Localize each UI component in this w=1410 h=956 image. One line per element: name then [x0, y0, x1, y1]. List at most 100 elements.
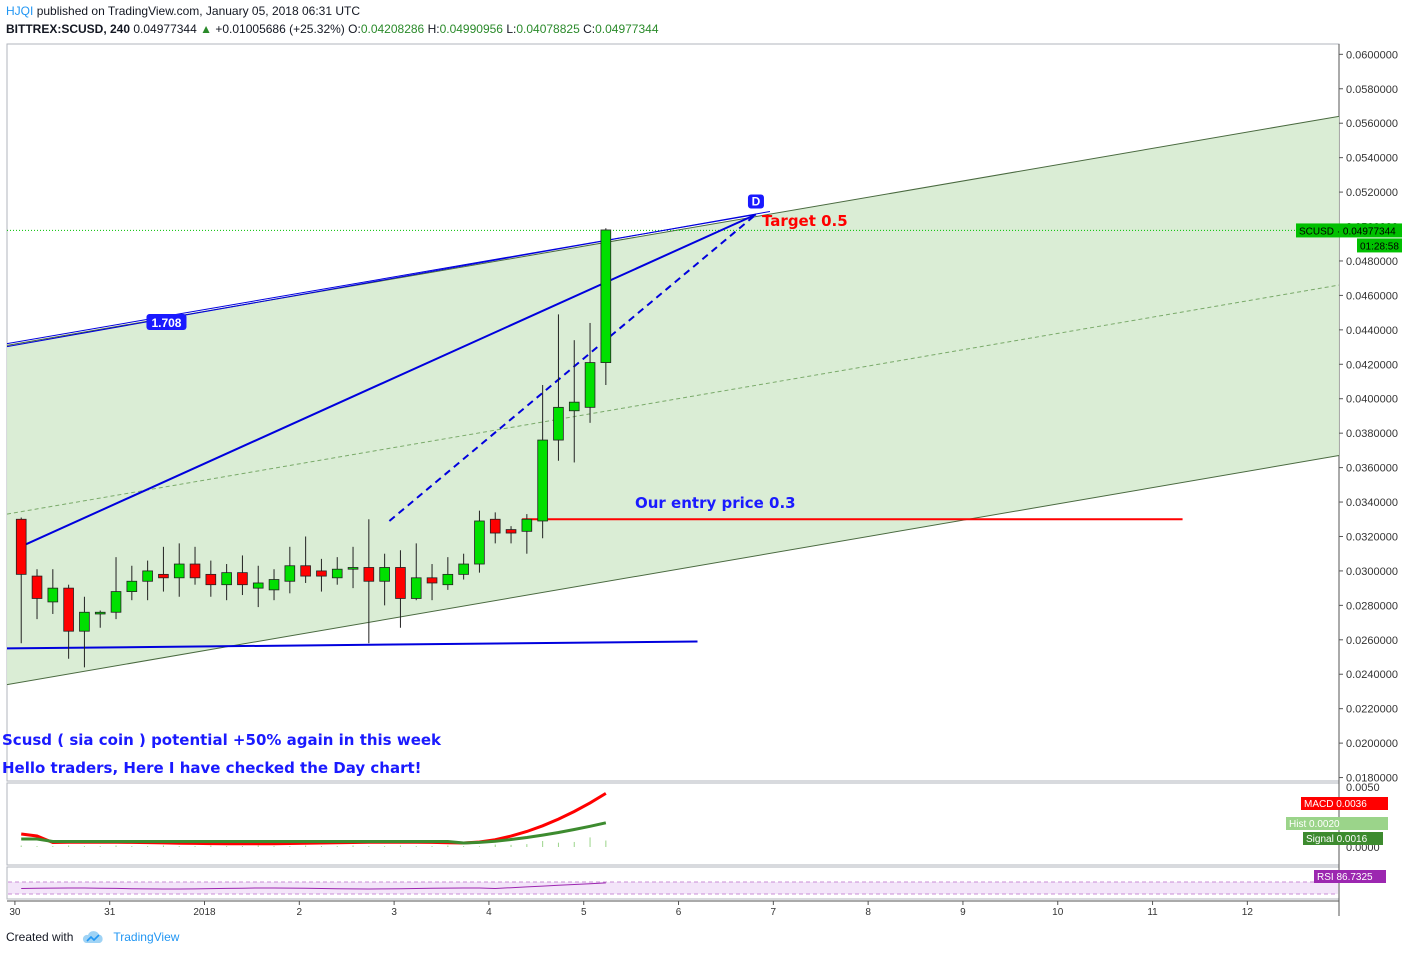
- candle-body[interactable]: [31, 575, 43, 599]
- annotation-subtitle[interactable]: Hello traders, Here I have checked the D…: [2, 759, 421, 777]
- candle-body[interactable]: [173, 563, 185, 579]
- candle-body[interactable]: [252, 582, 264, 589]
- histogram-badge: [1286, 817, 1388, 830]
- candle-body[interactable]: [142, 570, 153, 582]
- candle-body[interactable]: [395, 567, 406, 599]
- rsi-line[interactable]: [21, 882, 606, 890]
- price-tick-label: 0.0580000: [1346, 84, 1398, 96]
- candle-body[interactable]: [94, 611, 106, 615]
- time-tick-label: 2018: [193, 907, 216, 918]
- last-price-badge[interactable]: [1296, 223, 1402, 238]
- candle-body[interactable]: [79, 611, 90, 632]
- candle-body[interactable]: [474, 520, 485, 565]
- candle-body[interactable]: [537, 439, 548, 522]
- candle-body[interactable]: [284, 565, 296, 582]
- publish-text: published on TradingView.com, January 05…: [36, 4, 361, 18]
- author-name[interactable]: HJQI: [6, 4, 34, 18]
- candle-body[interactable]: [458, 563, 469, 575]
- price-tick-label: 0.0300000: [1346, 566, 1398, 578]
- price-tick-label: 0.0380000: [1346, 428, 1398, 440]
- candle-body[interactable]: [268, 579, 280, 591]
- candle-body[interactable]: [316, 570, 327, 577]
- candle-body[interactable]: [363, 567, 375, 582]
- price-chart[interactable]: 0.0600000 0.0580000 0.0560000 0.0540000 0.05…: [0, 0, 1410, 925]
- candle-body[interactable]: [347, 567, 359, 570]
- rsi-badge-text: RSI 86.7325: [1317, 872, 1373, 883]
- footer: Created with TradingView: [6, 930, 179, 944]
- candle-body[interactable]: [505, 529, 517, 534]
- high-value: 0.04990956: [439, 22, 503, 36]
- support-line[interactable]: [7, 640, 698, 650]
- tradingview-cloud-icon: [83, 931, 103, 943]
- time-tick-label: 9: [960, 907, 966, 918]
- created-with-text: Created with: [6, 930, 74, 944]
- tradingview-link[interactable]: TradingView: [113, 930, 180, 944]
- candle-body[interactable]: [15, 518, 27, 575]
- annotation-target[interactable]: Target 0.5: [762, 212, 848, 230]
- macd-pane[interactable]: [6, 782, 1340, 866]
- macd-badge: [1301, 797, 1388, 810]
- candle-body[interactable]: [63, 587, 74, 632]
- candle-body[interactable]: [410, 577, 422, 599]
- symbol-label[interactable]: BITTREX:SCUSD, 240: [6, 22, 131, 36]
- candle-body[interactable]: [584, 362, 596, 408]
- price-tick-label: 0.0180000: [1346, 773, 1398, 785]
- candle-body[interactable]: [379, 567, 390, 582]
- candle-body[interactable]: [489, 518, 501, 534]
- candle-body[interactable]: [300, 565, 311, 577]
- publish-info: HJQI published on TradingView.com, Janua…: [6, 4, 360, 18]
- candle-body[interactable]: [110, 591, 122, 613]
- price-tick-label: 0.0520000: [1346, 187, 1398, 199]
- pattern-leg-xd-outer[interactable]: [7, 210, 771, 348]
- price-tick-label: 0.0200000: [1346, 738, 1398, 750]
- price-tick-label: 0.0360000: [1346, 463, 1398, 475]
- annotation-entry[interactable]: Our entry price 0.3: [635, 494, 796, 512]
- time-tick-label: 5: [581, 907, 587, 918]
- ohlc-legend: BITTREX:SCUSD, 240 0.04977344 ▲ +0.01005…: [6, 22, 659, 36]
- candle-body[interactable]: [331, 568, 343, 579]
- annotation-title[interactable]: Scusd ( sia coin ) potential +50% again …: [2, 731, 442, 749]
- price-tick-label: 0.0460000: [1346, 290, 1398, 302]
- candle-body[interactable]: [126, 580, 138, 592]
- signal-badge-text: Signal 0.0016: [1306, 834, 1368, 845]
- candle-body[interactable]: [47, 587, 59, 603]
- point-d-label: D: [752, 194, 761, 208]
- candle-body[interactable]: [553, 406, 564, 441]
- price-tick-label: 0.0240000: [1346, 669, 1398, 681]
- price-change: +0.01005686 (+25.32%): [215, 22, 345, 36]
- candle-body[interactable]: [568, 401, 580, 412]
- time-tick-label: 4: [486, 907, 492, 918]
- price-tick-label: 0.0600000: [1346, 49, 1398, 61]
- price-tick-label: 0.0540000: [1346, 153, 1398, 165]
- time-tick-label: 10: [1052, 907, 1064, 918]
- candle-body[interactable]: [442, 573, 454, 586]
- low-value: 0.04078825: [516, 22, 580, 36]
- price-tick-label: 0.0220000: [1346, 704, 1398, 716]
- candle-body[interactable]: [205, 573, 217, 586]
- candle-body[interactable]: [600, 229, 612, 363]
- price-tick-label: 0.0320000: [1346, 531, 1398, 543]
- price-tick-label: 0.0560000: [1346, 118, 1398, 130]
- pattern-leg-ad[interactable]: [16, 213, 757, 550]
- rsi-overbought-zone: [8, 882, 1338, 894]
- candle-body[interactable]: [221, 572, 232, 586]
- candle-body[interactable]: [237, 572, 248, 586]
- time-tick-label: 11: [1147, 907, 1158, 918]
- time-tick-label: 3: [391, 907, 397, 918]
- candle-body[interactable]: [158, 573, 169, 579]
- pattern-leg-bd[interactable]: [388, 213, 757, 522]
- point-d-badge[interactable]: [747, 194, 764, 209]
- arrow-up-icon: ▲: [200, 22, 213, 36]
- signal-line[interactable]: [21, 821, 607, 845]
- candle-body[interactable]: [189, 563, 201, 579]
- channel-mid-line[interactable]: [7, 284, 1339, 515]
- price-tick-label: 0.0280000: [1346, 600, 1398, 612]
- ratio-badge[interactable]: [146, 314, 187, 331]
- price-tick-label: 0.0400000: [1346, 394, 1398, 406]
- countdown-badge: [1357, 238, 1402, 253]
- candle-body[interactable]: [426, 577, 438, 584]
- high-label: H:: [427, 22, 440, 36]
- close-label: C:: [583, 22, 596, 36]
- candle-body[interactable]: [521, 518, 533, 532]
- time-tick-label: 2: [297, 907, 303, 918]
